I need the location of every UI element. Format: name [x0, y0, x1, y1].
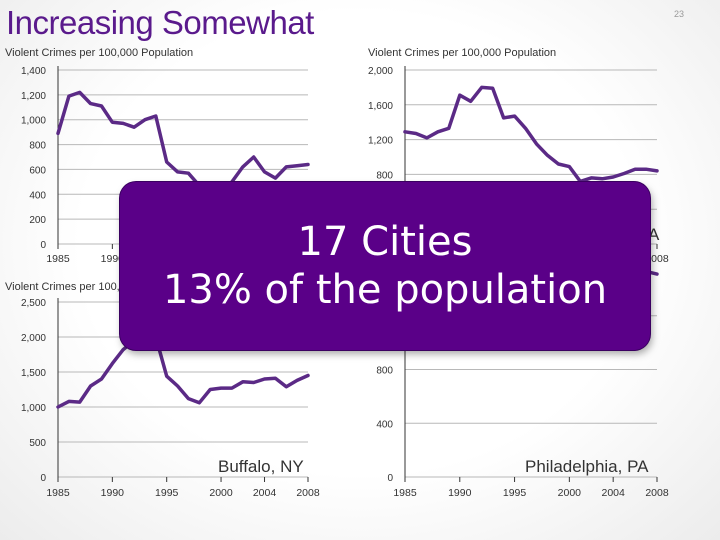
city-label: Philadelphia, PA	[525, 457, 649, 476]
x-tick-label: 2008	[645, 253, 669, 265]
y-tick-label: 200	[29, 215, 46, 226]
y-tick-label: 0	[387, 473, 393, 484]
series-line	[56, 331, 310, 409]
city-label: A	[648, 225, 660, 244]
series-line	[56, 90, 310, 194]
x-tick-label: 2000	[558, 487, 582, 499]
slide-title: Increasing Somewhat	[6, 4, 314, 41]
y-tick-label: 500	[29, 438, 46, 449]
y-tick-label: 0	[40, 240, 46, 251]
y-tick-label: 400	[376, 419, 393, 430]
y-axis-title: Violent Crimes per 100,000 Population	[5, 47, 193, 59]
y-tick-label: 2,500	[21, 298, 46, 309]
y-tick-label: 1,000	[21, 403, 46, 414]
y-tick-label: 1,200	[368, 136, 393, 147]
y-tick-label: 800	[376, 170, 393, 181]
y-tick-label: 600	[29, 165, 46, 176]
y-tick-label: 800	[29, 141, 46, 152]
y-tick-label: 1,500	[21, 368, 46, 379]
x-tick-label: 2000	[209, 487, 233, 499]
callout-population-share: 13% of the population	[162, 267, 608, 313]
x-tick-label: 1990	[101, 253, 125, 265]
x-tick-label: 1990	[101, 487, 125, 499]
slide-number: 23	[673, 9, 684, 19]
y-tick-label: 1,400	[21, 66, 46, 77]
x-tick-label: 2004	[601, 487, 625, 499]
y-tick-label: 1,600	[368, 101, 393, 112]
x-tick-label: 1995	[503, 487, 527, 499]
x-tick-label: 2004	[253, 487, 277, 499]
x-tick-label: 2008	[645, 487, 669, 499]
city-label: Buffalo, NY	[218, 457, 304, 476]
y-tick-label: 1,200	[21, 91, 46, 102]
x-tick-label: 2008	[296, 487, 320, 499]
x-tick-label: 1985	[46, 487, 70, 499]
y-axis-title: Violent Crimes per 100,000 Population	[368, 47, 556, 59]
y-tick-label: 800	[376, 366, 393, 377]
callout-city-count: 17 Cities	[297, 219, 473, 265]
x-tick-label: 1990	[448, 487, 472, 499]
series-line	[403, 85, 659, 184]
x-tick-label: 1985	[393, 487, 417, 499]
y-tick-label: 1,000	[21, 116, 46, 127]
x-tick-label: 1995	[155, 487, 179, 499]
y-tick-label: 0	[40, 473, 46, 484]
x-tick-label: 1985	[46, 253, 70, 265]
y-tick-label: 2,000	[21, 333, 46, 344]
y-tick-label: 400	[29, 190, 46, 201]
y-tick-label: 2,000	[368, 66, 393, 77]
summary-callout: 17 Cities 13% of the population	[120, 182, 650, 350]
